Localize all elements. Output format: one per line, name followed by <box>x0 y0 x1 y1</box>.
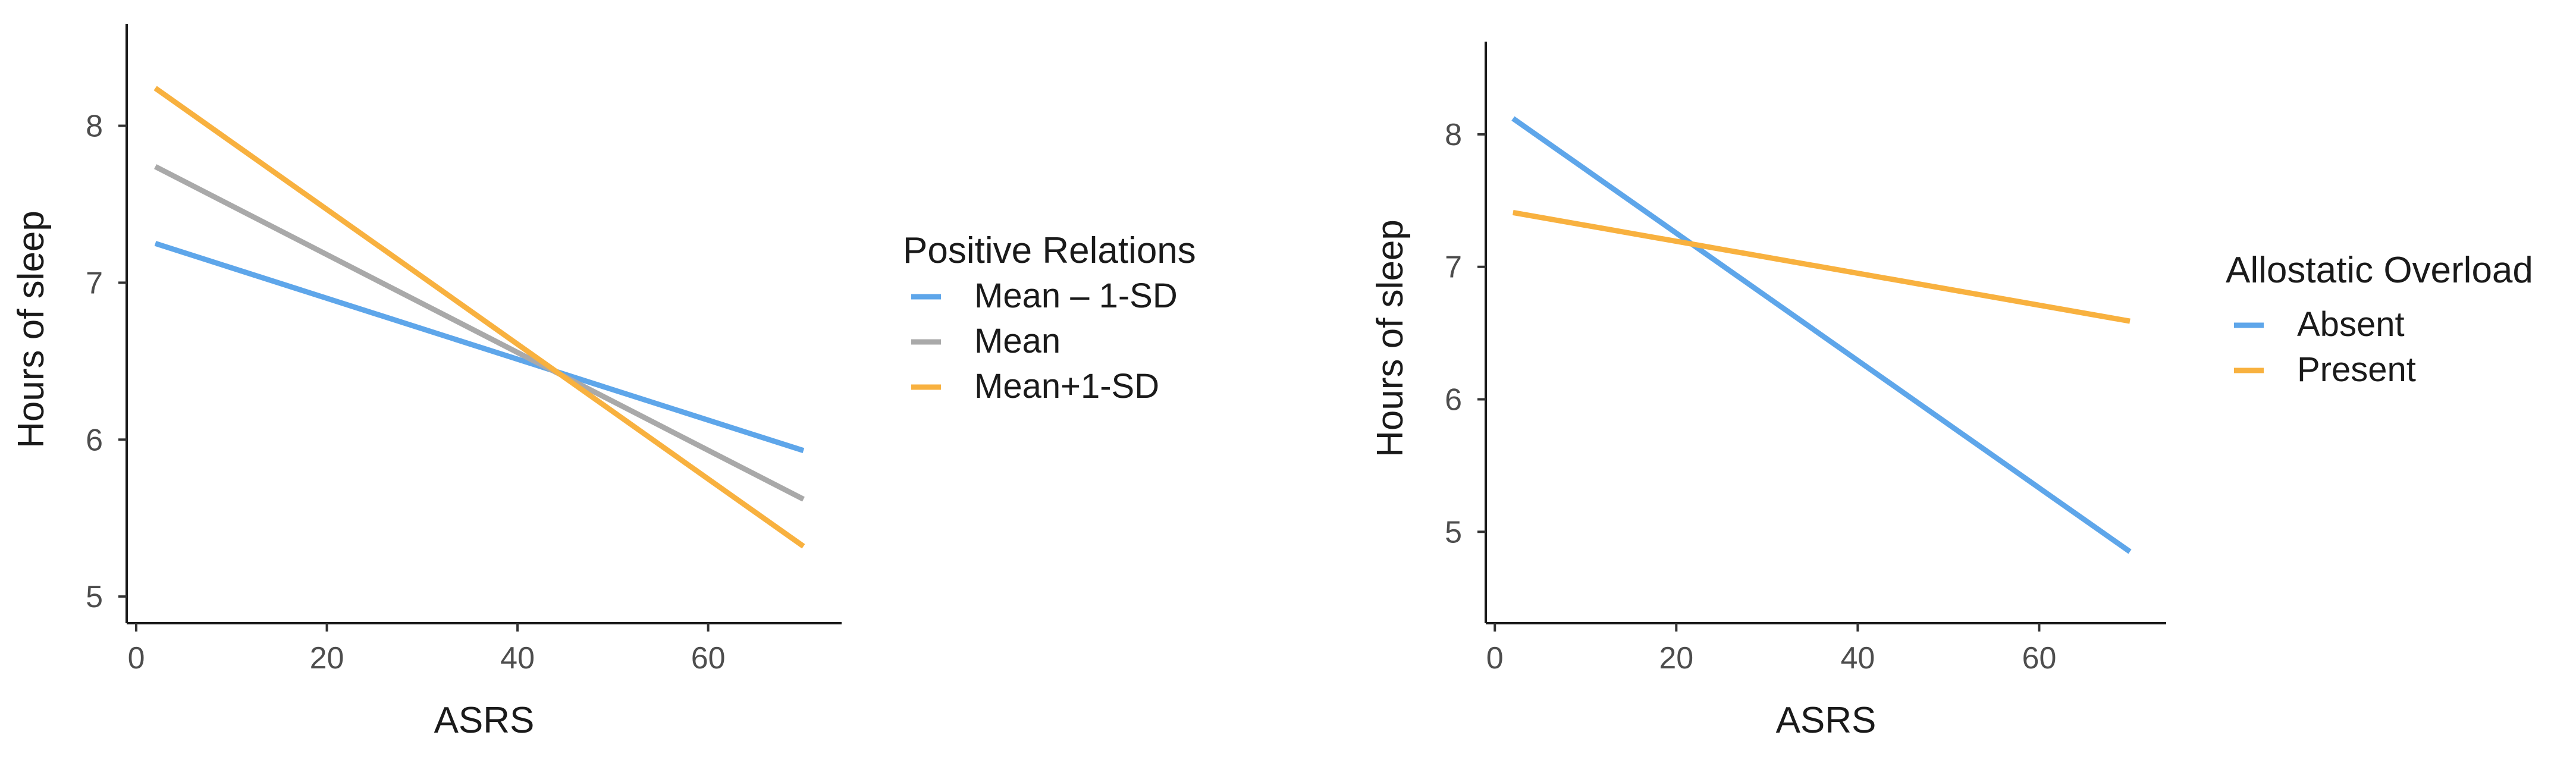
y-tick-label: 8 <box>86 109 103 144</box>
y-axis-title: Hours of sleep <box>11 211 52 448</box>
x-tick-label: 20 <box>310 641 344 676</box>
y-tick-label: 8 <box>1445 118 1462 152</box>
y-tick-label: 7 <box>1445 250 1462 285</box>
x-axis-title: ASRS <box>434 700 535 741</box>
y-tick-label: 6 <box>86 423 103 457</box>
legend-title: Positive Relations <box>903 230 1196 271</box>
legend-title: Allostatic Overload <box>2226 250 2533 291</box>
legend: Positive Relations Mean – 1-SD Mean Mean+1-… <box>903 230 1196 406</box>
legend-label-present: Present <box>2297 350 2416 389</box>
series-line-mean <box>154 164 805 502</box>
x-tick-label: 40 <box>1840 641 1875 676</box>
series-line-mean-1-sd <box>153 86 805 549</box>
legend-label-mean-1-sd: Mean+1-SD <box>974 367 1159 406</box>
y-tick-label: 5 <box>86 580 103 614</box>
x-tick-label: 60 <box>691 641 726 676</box>
y-tick-label: 7 <box>86 266 103 300</box>
chart-panel-1: 0 20 40 60 5 6 7 8 ASRS Hours of sleep Positive Re… <box>11 24 1196 741</box>
legend: Allostatic Overload Absent Present <box>2226 250 2533 389</box>
legend-label-absent: Absent <box>2297 305 2405 344</box>
y-axis-title: Hours of sleep <box>1370 219 1411 457</box>
x-tick-label: 20 <box>1659 641 1693 676</box>
x-tick-label: 40 <box>500 641 535 676</box>
chart-panel-2: 0 20 40 60 5 6 7 8 ASRS Hours of sleep Allostatic … <box>1370 42 2533 741</box>
series-line-present <box>1513 209 2131 324</box>
y-tick-label: 5 <box>1445 515 1462 549</box>
series-line-mean-1-sd <box>154 241 805 453</box>
x-tick-label: 0 <box>128 641 145 676</box>
legend-label-mean: Mean <box>974 322 1060 360</box>
x-tick-label: 60 <box>2022 641 2057 676</box>
series-line-absent <box>1511 116 2132 554</box>
x-tick-label: 0 <box>1486 641 1504 676</box>
y-tick-label: 6 <box>1445 383 1462 417</box>
x-axis-title: ASRS <box>1776 700 1877 741</box>
legend-label-mean-1-sd: Mean – 1-SD <box>974 277 1178 315</box>
